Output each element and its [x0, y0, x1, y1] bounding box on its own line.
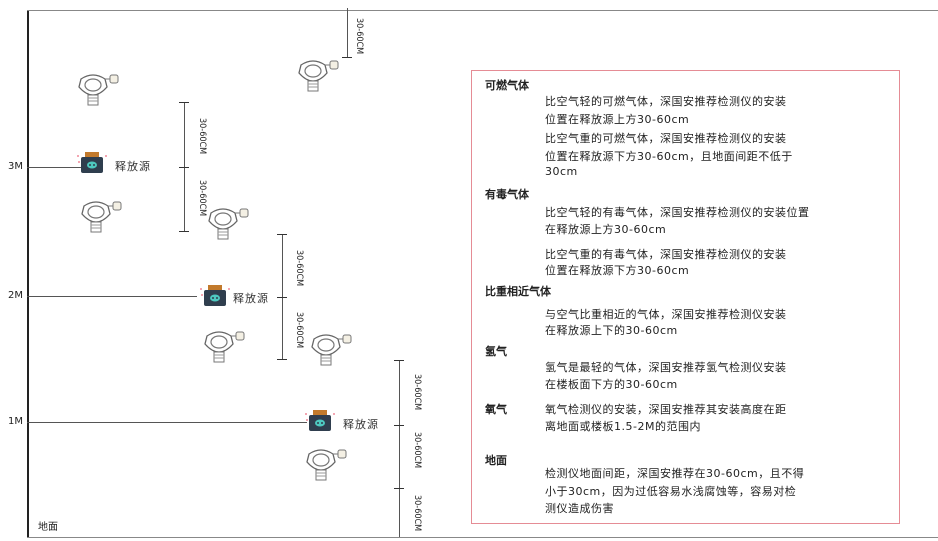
- level-3m-line: [27, 167, 83, 168]
- dimension-label: 30-60CM: [354, 18, 364, 55]
- guide-line: 比空气轻的有毒气体，深国安推荐检测仪的安装位置: [545, 206, 810, 219]
- guide-line: 测仪造成伤害: [545, 502, 614, 515]
- dimension-tick: [179, 231, 189, 232]
- dimension-line: [347, 8, 348, 58]
- gas-detector-icon: [306, 449, 347, 481]
- installation-guide-box: [471, 70, 900, 524]
- release-source-label: 释放源: [343, 418, 379, 431]
- dimension-label: 30-60CM: [412, 374, 422, 411]
- guide-line: 与空气比重相近的气体，深国安推荐检测仪安装: [545, 308, 787, 321]
- dimension-label: 30-60CM: [412, 495, 422, 532]
- guide-line: 位置在释放源下方30-60cm，且地面间距不低于: [545, 150, 793, 163]
- gas-detector-icon: [81, 201, 122, 233]
- release-source-label: 释放源: [233, 292, 269, 305]
- combustible-title: 可燃气体: [485, 79, 529, 92]
- dimension-label: 30-60CM: [294, 312, 304, 349]
- toxic-title: 有毒气体: [485, 188, 529, 201]
- gas-detector-icon: [204, 331, 245, 363]
- gas-detector-icon: [298, 60, 339, 92]
- gas-release-source-icon: [305, 410, 335, 431]
- gas-release-source-icon: [77, 152, 107, 173]
- release-source-label: 释放源: [115, 160, 151, 173]
- guide-line: 在释放源上下的30-60cm: [545, 324, 678, 337]
- gas-detector-icon: [311, 334, 352, 366]
- guide-line: 30cm: [545, 165, 578, 178]
- dimension-label: 30-60CM: [294, 250, 304, 287]
- oxygen-title: 氧气: [485, 403, 507, 416]
- guide-line: 在楼板面下方的30-60cm: [545, 378, 678, 391]
- wall-line: [27, 10, 29, 538]
- floor-title: 地面: [485, 454, 507, 467]
- floor-label: 地面: [38, 522, 58, 533]
- dimension-line: [399, 360, 400, 537]
- guide-line: 在释放源上方30-60cm: [545, 223, 667, 236]
- guide-line: 检测仪地面间距，深国安推荐在30-60cm，且不得: [545, 467, 805, 480]
- dimension-label: 30-60CM: [197, 118, 207, 155]
- guide-line: 位置在释放源上方30-60cm: [545, 113, 690, 126]
- guide-line: 离地面或楼板1.5-2M的范围内: [545, 420, 701, 433]
- dimension-tick: [394, 488, 404, 489]
- level-2m-label: 2M: [8, 290, 23, 301]
- floor-line: [27, 537, 938, 538]
- guide-line: 氧气检测仪的安装，深国安推荐其安装高度在距: [545, 403, 787, 416]
- gas-detector-icon: [208, 208, 249, 240]
- dimension-tick: [394, 360, 404, 361]
- guide-line: 比空气重的可燃气体，深国安推荐检测仪的安装: [545, 132, 787, 145]
- similar-density-title: 比重相近气体: [485, 285, 551, 298]
- ceiling-line: [27, 10, 938, 11]
- guide-line: 氢气是最轻的气体，深国安推荐氢气检测仪安装: [545, 361, 787, 374]
- gas-release-source-icon: [200, 285, 230, 306]
- level-1m-label: 1M: [8, 416, 23, 427]
- dimension-tick: [342, 57, 352, 58]
- dimension-tick: [179, 167, 189, 168]
- guide-line: 小于30cm，因为过低容易水浅腐蚀等，容易对检: [545, 485, 797, 498]
- dimension-tick: [277, 359, 287, 360]
- dimension-tick: [394, 425, 404, 426]
- dimension-tick: [277, 297, 287, 298]
- guide-line: 比空气轻的可燃气体，深国安推荐检测仪的安装: [545, 95, 787, 108]
- dimension-tick: [277, 234, 287, 235]
- dimension-label: 30-60CM: [412, 432, 422, 469]
- level-3m-label: 3M: [8, 161, 23, 172]
- gas-detector-icon: [78, 74, 119, 106]
- level-2m-line: [27, 296, 197, 297]
- dimension-tick: [179, 102, 189, 103]
- hydrogen-title: 氢气: [485, 345, 507, 358]
- guide-line: 位置在释放源下方30-60cm: [545, 264, 690, 277]
- dimension-label: 30-60CM: [197, 180, 207, 217]
- level-1m-line: [27, 422, 307, 423]
- guide-line: 比空气重的有毒气体，深国安推荐检测仪的安装: [545, 248, 787, 261]
